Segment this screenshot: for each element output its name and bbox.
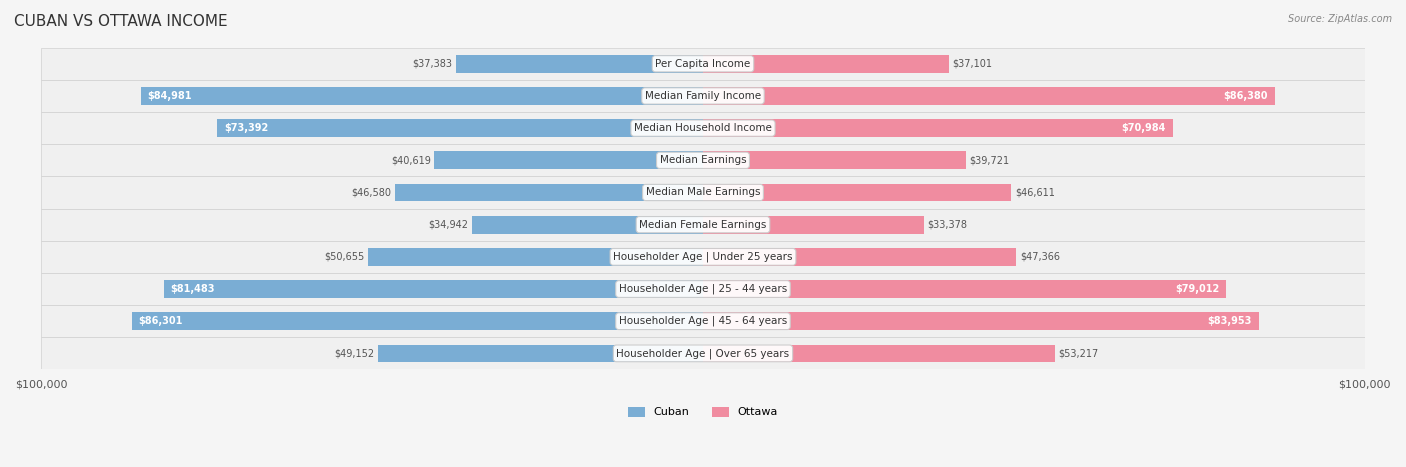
Bar xyxy=(456,55,703,73)
Bar xyxy=(41,337,1365,369)
Text: Per Capita Income: Per Capita Income xyxy=(655,59,751,69)
Bar xyxy=(703,55,949,73)
Bar xyxy=(41,48,1365,80)
Bar xyxy=(703,216,924,234)
Text: Source: ZipAtlas.com: Source: ZipAtlas.com xyxy=(1288,14,1392,24)
Text: $86,301: $86,301 xyxy=(139,316,183,326)
Bar xyxy=(703,87,1275,105)
Text: Median Female Earnings: Median Female Earnings xyxy=(640,219,766,230)
Text: $53,217: $53,217 xyxy=(1059,348,1098,358)
Text: $37,383: $37,383 xyxy=(412,59,453,69)
Bar xyxy=(703,345,1054,362)
Text: Median Earnings: Median Earnings xyxy=(659,156,747,165)
Text: Householder Age | Over 65 years: Householder Age | Over 65 years xyxy=(616,348,790,359)
Bar xyxy=(703,312,1258,330)
Bar xyxy=(41,305,1365,337)
Text: Median Household Income: Median Household Income xyxy=(634,123,772,133)
Text: $46,611: $46,611 xyxy=(1015,187,1054,198)
Text: $83,953: $83,953 xyxy=(1208,316,1251,326)
Text: $79,012: $79,012 xyxy=(1175,284,1219,294)
Bar xyxy=(41,177,1365,209)
Text: $34,942: $34,942 xyxy=(429,219,468,230)
Bar xyxy=(163,280,703,298)
Text: Median Family Income: Median Family Income xyxy=(645,91,761,101)
Bar xyxy=(703,248,1017,266)
Text: $70,984: $70,984 xyxy=(1122,123,1166,133)
Bar xyxy=(41,144,1365,177)
Bar xyxy=(41,209,1365,241)
Legend: Cuban, Ottawa: Cuban, Ottawa xyxy=(624,402,782,422)
Bar xyxy=(41,112,1365,144)
Bar xyxy=(703,151,966,169)
Bar xyxy=(395,184,703,201)
Bar xyxy=(41,273,1365,305)
Bar xyxy=(41,241,1365,273)
Text: $39,721: $39,721 xyxy=(969,156,1010,165)
Bar xyxy=(132,312,703,330)
Bar xyxy=(368,248,703,266)
Text: Householder Age | 25 - 44 years: Householder Age | 25 - 44 years xyxy=(619,284,787,294)
Text: $40,619: $40,619 xyxy=(391,156,430,165)
Text: $47,366: $47,366 xyxy=(1019,252,1060,262)
Bar xyxy=(141,87,703,105)
Text: $37,101: $37,101 xyxy=(952,59,991,69)
Text: $81,483: $81,483 xyxy=(170,284,215,294)
Text: $86,380: $86,380 xyxy=(1223,91,1268,101)
Bar xyxy=(703,280,1226,298)
Text: $33,378: $33,378 xyxy=(927,219,967,230)
Bar xyxy=(378,345,703,362)
Text: Householder Age | Under 25 years: Householder Age | Under 25 years xyxy=(613,252,793,262)
Text: $73,392: $73,392 xyxy=(224,123,269,133)
Bar xyxy=(41,80,1365,112)
Text: $84,981: $84,981 xyxy=(148,91,191,101)
Bar xyxy=(703,119,1173,137)
Text: Householder Age | 45 - 64 years: Householder Age | 45 - 64 years xyxy=(619,316,787,326)
Text: Median Male Earnings: Median Male Earnings xyxy=(645,187,761,198)
Bar xyxy=(703,184,1011,201)
Text: $49,152: $49,152 xyxy=(335,348,374,358)
Text: CUBAN VS OTTAWA INCOME: CUBAN VS OTTAWA INCOME xyxy=(14,14,228,29)
Text: $46,580: $46,580 xyxy=(352,187,391,198)
Text: $50,655: $50,655 xyxy=(325,252,364,262)
Bar xyxy=(434,151,703,169)
Bar xyxy=(218,119,703,137)
Bar xyxy=(472,216,703,234)
